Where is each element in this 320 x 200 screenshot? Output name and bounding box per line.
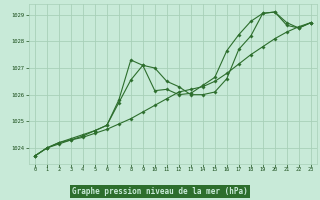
Text: Graphe pression niveau de la mer (hPa): Graphe pression niveau de la mer (hPa) [72, 187, 248, 196]
